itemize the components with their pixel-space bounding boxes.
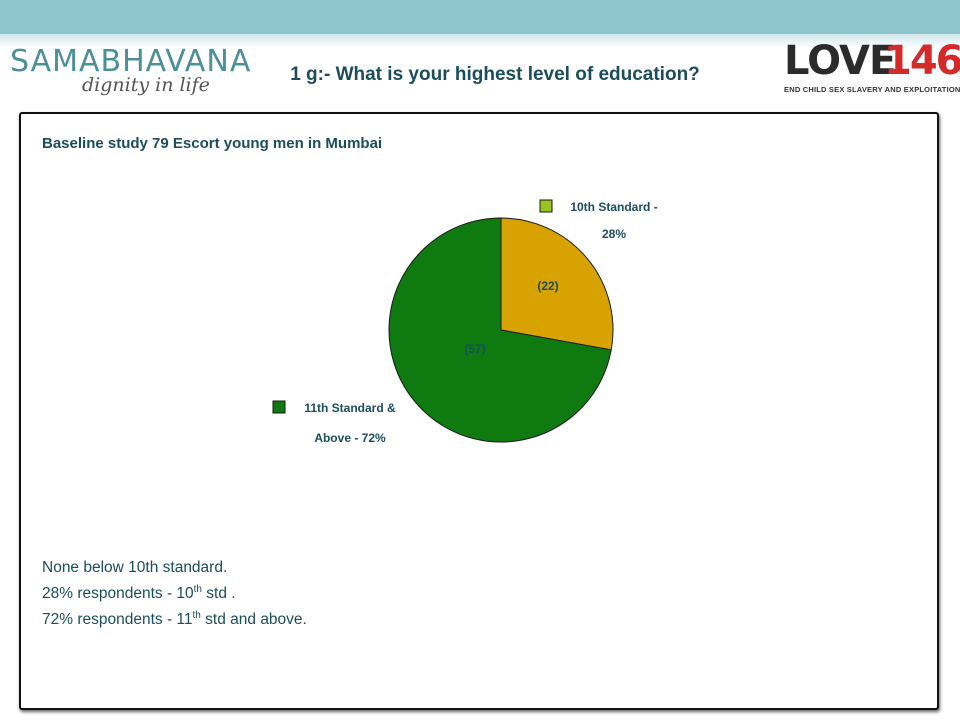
pie-data-label-2: (57) [464,342,485,356]
page-title: 1 g:- What is your highest level of educ… [290,64,700,85]
legend-swatch-1 [539,199,553,213]
chart-subtitle: Baseline study 79 Escort young men in Mu… [42,135,383,152]
legend-label-1-line2: 28% [602,227,626,241]
pie-slice-2 [388,217,612,443]
summary-line-2-end: std . [202,585,236,603]
legend-label-2-line2: Above - 72% [314,431,386,445]
summary-line-1: None below 10th standard. [42,559,228,576]
samabhavana-logo-brand: SAMABHAVANA [10,44,252,79]
legend-label-1-line1: 10th Standard - [570,200,657,214]
summary-line-3: 72% respondents - 11th std and above. [42,605,307,631]
summary-line-2: 28% respondents - 10th std . [42,579,307,605]
summary-notes: None below 10th standard. 28% respondent… [42,557,307,631]
love146-logo-word: LOVE [784,38,896,84]
summary-line-3-end: std and above. [200,611,307,629]
love146-logo: LOVE 146 END CHILD SEX SLAVERY AND EXPLO… [784,38,960,98]
pie-slice-1 [500,217,614,351]
summary-line-3-text: 72% respondents - 11 [42,611,193,629]
love146-logo-number: 146 [884,38,960,84]
top-banner-fade [0,34,960,48]
samabhavana-logo-tagline: dignity in life [82,74,210,96]
pie-data-label-1: (22) [537,279,558,293]
legend-swatch-2 [272,400,286,414]
samabhavana-logo: SAMABHAVANA dignity in life [10,44,250,104]
summary-line-2-text: 28% respondents - 10 [42,585,194,603]
summary-line-3-sup: th [192,610,201,622]
summary-line-2-sup: th [193,584,202,595]
top-banner [0,0,960,34]
love146-logo-tagline: END CHILD SEX SLAVERY AND EXPLOITATION [784,85,960,94]
legend-label-2-line1: 11th Standard & [304,401,396,415]
